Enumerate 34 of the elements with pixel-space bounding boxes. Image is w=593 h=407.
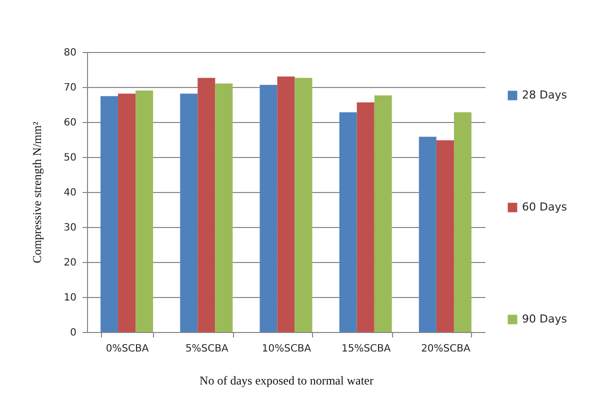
y-tick-label: 40 xyxy=(64,188,76,198)
bar xyxy=(215,84,233,332)
y-axis-title: Compressive strength N/mm² xyxy=(30,121,44,264)
bar xyxy=(339,112,357,332)
bar xyxy=(198,78,216,332)
x-tick-label: 0%SCBA xyxy=(106,344,149,354)
x-tick-label: 15%SCBA xyxy=(341,344,391,354)
bar xyxy=(136,90,154,332)
y-tick-label: 70 xyxy=(64,82,76,94)
legend-label: 90 Days xyxy=(522,312,568,326)
bar xyxy=(294,78,312,332)
x-tick-label: 20%SCBA xyxy=(421,344,470,354)
y-tick-label: 10 xyxy=(64,292,76,304)
y-tick-label: 80 xyxy=(64,48,76,58)
legend-label: 60 Days xyxy=(522,200,568,214)
bar xyxy=(356,102,374,332)
bar xyxy=(436,140,454,332)
bar xyxy=(374,95,392,332)
x-tick-label: 10%SCBA xyxy=(262,344,312,354)
bar xyxy=(118,94,136,332)
y-tick-label: 30 xyxy=(64,222,76,234)
bar xyxy=(277,76,295,332)
bar xyxy=(454,112,472,332)
legend-label: 28 Days xyxy=(522,88,568,102)
bar xyxy=(180,94,198,332)
y-tick-label: 20 xyxy=(64,258,76,268)
y-tick-label: 0 xyxy=(70,328,76,338)
bar xyxy=(100,96,118,332)
y-tick-label: 50 xyxy=(64,152,76,164)
bar xyxy=(260,84,278,332)
x-tick-label: 5%SCBA xyxy=(185,344,228,354)
x-axis-title: No of days exposed to normal water xyxy=(200,374,374,388)
bar xyxy=(418,136,436,332)
y-tick-label: 60 xyxy=(64,118,76,128)
